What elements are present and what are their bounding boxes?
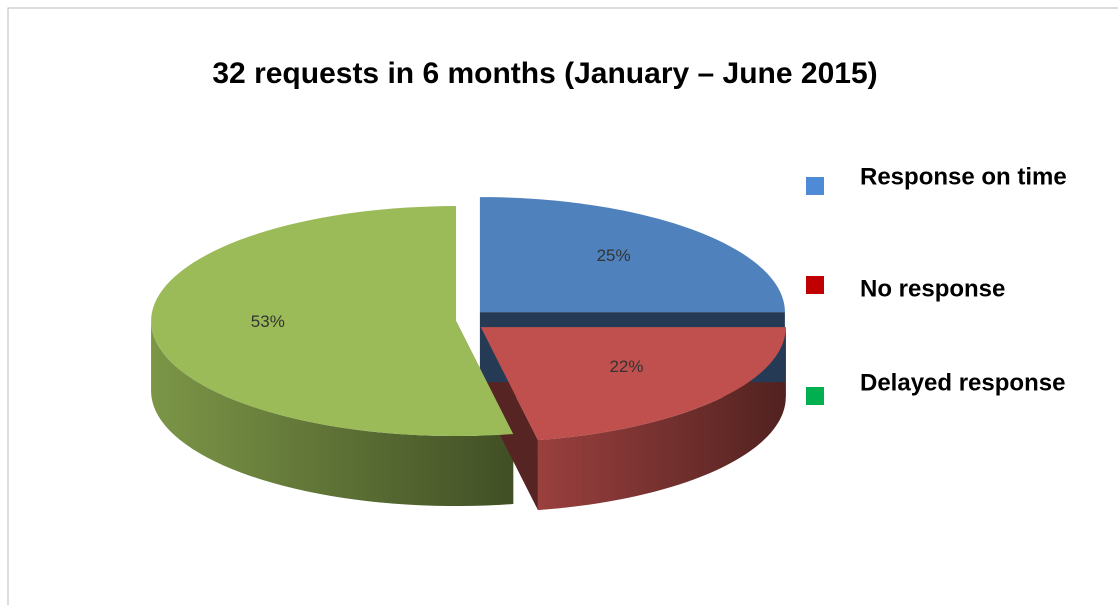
value-label: 25%: [597, 246, 631, 265]
legend-label: Response on time: [860, 163, 1067, 190]
pie-slice: [480, 327, 786, 441]
legend-swatch: [806, 177, 824, 195]
legend-swatch: [806, 276, 824, 294]
value-label: 53%: [251, 312, 285, 331]
pie-slice: [479, 197, 785, 313]
legend-label: No response: [860, 275, 1005, 302]
pie-slice: [151, 206, 514, 437]
slice-side: [151, 321, 514, 507]
legend-swatch: [806, 387, 824, 405]
value-label: 22%: [609, 357, 643, 376]
chart-title: 32 requests in 6 months (January – June …: [212, 57, 877, 90]
slice-side: [537, 327, 786, 511]
legend-label: Delayed response: [860, 369, 1065, 396]
